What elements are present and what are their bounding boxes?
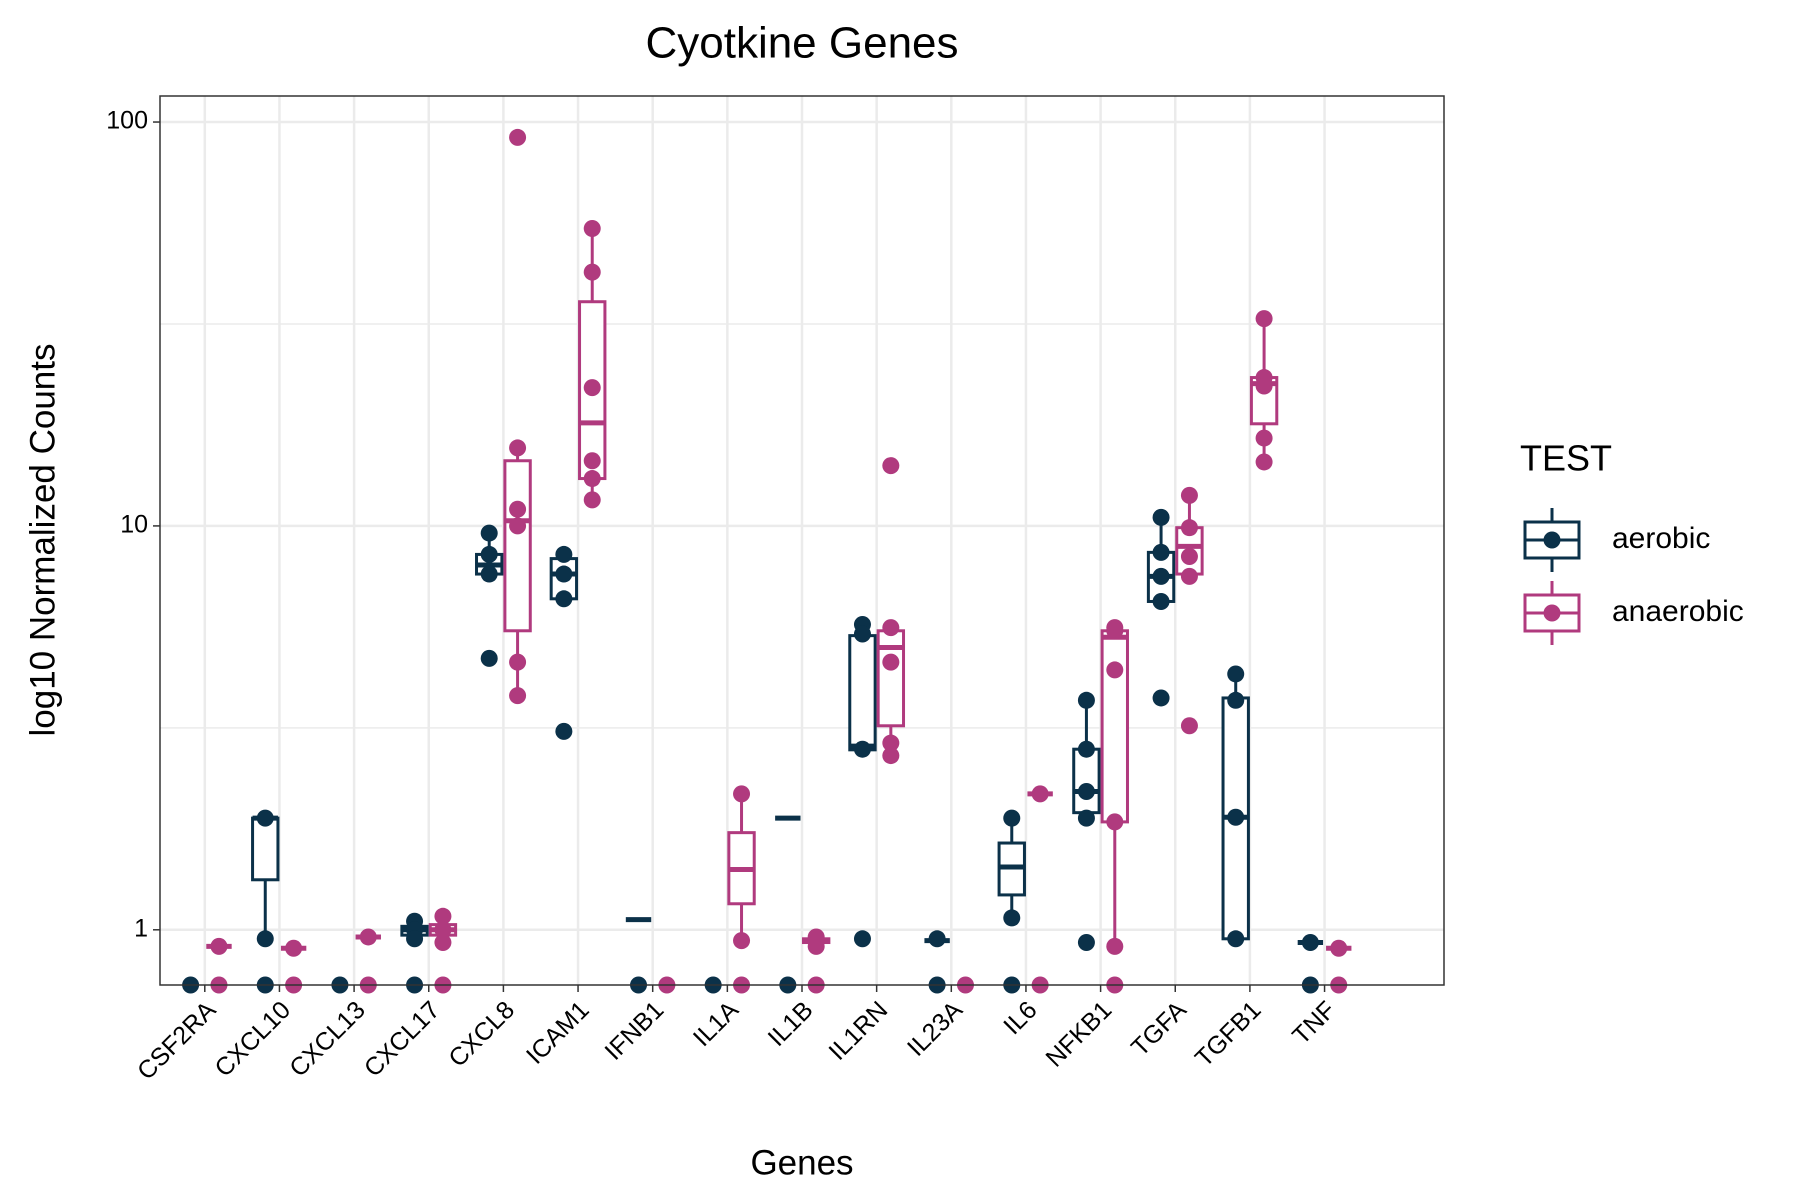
point bbox=[1031, 785, 1049, 803]
point bbox=[1227, 691, 1245, 709]
box bbox=[251, 816, 280, 882]
point bbox=[882, 619, 900, 637]
point bbox=[583, 452, 601, 470]
point bbox=[509, 687, 527, 705]
point bbox=[509, 500, 527, 518]
point bbox=[1227, 665, 1245, 683]
point bbox=[583, 379, 601, 397]
point bbox=[1180, 519, 1198, 537]
panel-border bbox=[159, 95, 1445, 986]
point bbox=[583, 491, 601, 509]
point bbox=[807, 937, 825, 955]
point bbox=[1227, 808, 1245, 826]
point bbox=[210, 937, 228, 955]
x-axis-title: Genes bbox=[750, 1143, 853, 1182]
point bbox=[480, 565, 498, 583]
point bbox=[509, 128, 527, 146]
point bbox=[1330, 939, 1348, 957]
point bbox=[1180, 486, 1198, 504]
point bbox=[1077, 809, 1095, 827]
point bbox=[555, 590, 573, 608]
point bbox=[555, 722, 573, 740]
point bbox=[882, 653, 900, 671]
point bbox=[1180, 717, 1198, 735]
point bbox=[434, 907, 452, 925]
point bbox=[509, 439, 527, 457]
point bbox=[359, 928, 377, 946]
point bbox=[1180, 567, 1198, 585]
chart-title: Cyotkine Genes bbox=[645, 19, 958, 68]
y-axis-title: log10 Normalized Counts bbox=[23, 344, 62, 737]
point bbox=[733, 932, 751, 950]
point bbox=[555, 545, 573, 563]
legend-label: anaerobic bbox=[1612, 595, 1744, 628]
point bbox=[480, 545, 498, 563]
point bbox=[928, 930, 946, 948]
point bbox=[480, 524, 498, 542]
box bbox=[1100, 629, 1129, 824]
point bbox=[1152, 543, 1170, 561]
point bbox=[1152, 689, 1170, 707]
legend-label: aerobic bbox=[1612, 522, 1710, 555]
point bbox=[1255, 377, 1273, 395]
point bbox=[733, 785, 751, 803]
point bbox=[555, 565, 573, 583]
box bbox=[1072, 747, 1101, 815]
point bbox=[1106, 661, 1124, 679]
legend-key-point bbox=[1543, 531, 1561, 549]
point bbox=[1077, 691, 1095, 709]
legend-title: TEST bbox=[1520, 438, 1612, 479]
point bbox=[583, 263, 601, 281]
y-tick-label: 1 bbox=[134, 914, 148, 942]
point bbox=[1227, 930, 1245, 948]
point bbox=[882, 734, 900, 752]
y-tick-label: 10 bbox=[120, 511, 148, 539]
point bbox=[480, 649, 498, 667]
point bbox=[853, 625, 871, 643]
point bbox=[583, 219, 601, 237]
box bbox=[848, 634, 877, 752]
point bbox=[882, 747, 900, 765]
legend-key-point bbox=[1543, 604, 1561, 622]
box bbox=[503, 459, 532, 633]
point bbox=[1255, 429, 1273, 447]
point bbox=[1106, 937, 1124, 955]
point bbox=[256, 809, 274, 827]
point bbox=[1152, 508, 1170, 526]
point bbox=[509, 517, 527, 535]
point bbox=[1255, 310, 1273, 328]
point bbox=[1106, 813, 1124, 831]
point bbox=[285, 939, 303, 957]
y-tick-label: 100 bbox=[106, 107, 148, 135]
point bbox=[1003, 809, 1021, 827]
point bbox=[1077, 934, 1095, 952]
point bbox=[1003, 909, 1021, 927]
point bbox=[1152, 592, 1170, 610]
point bbox=[882, 457, 900, 475]
point bbox=[434, 921, 452, 939]
point bbox=[1301, 934, 1319, 952]
point bbox=[434, 934, 452, 952]
point bbox=[1152, 567, 1170, 585]
point bbox=[1180, 547, 1198, 565]
point bbox=[509, 653, 527, 671]
point bbox=[1106, 622, 1124, 640]
point bbox=[406, 930, 424, 948]
point bbox=[1077, 740, 1095, 758]
point bbox=[853, 930, 871, 948]
point bbox=[256, 930, 274, 948]
point bbox=[1077, 782, 1095, 800]
point bbox=[853, 740, 871, 758]
point bbox=[583, 470, 601, 488]
point bbox=[1255, 453, 1273, 471]
